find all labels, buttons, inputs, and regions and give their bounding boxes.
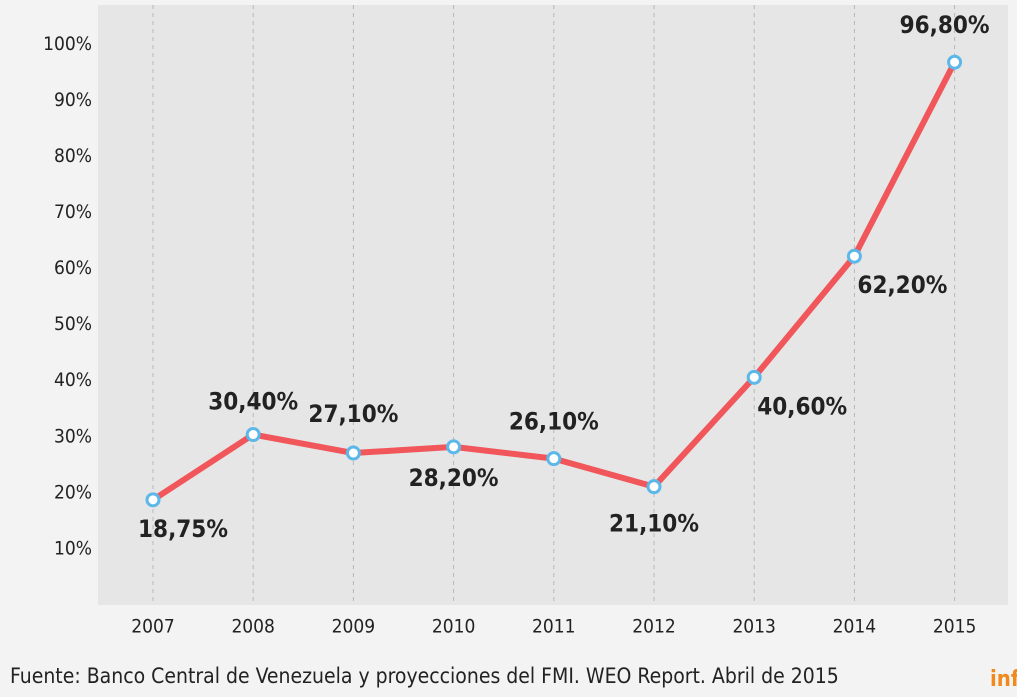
y-tick-label: 40%: [54, 369, 92, 391]
y-tick-label: 30%: [54, 425, 92, 447]
data-label: 40,60%: [757, 392, 847, 420]
y-tick-label: 100%: [43, 33, 92, 55]
x-tick-label: 2012: [632, 616, 676, 638]
y-tick-label: 60%: [54, 257, 92, 279]
y-tick-label: 80%: [54, 145, 92, 167]
marker: [746, 369, 762, 385]
marker: [446, 439, 462, 455]
x-tick-label: 2011: [532, 616, 576, 638]
source: Fuente: Banco Central de Venezuela y pro…: [10, 664, 839, 688]
x-tick-label: 2007: [131, 616, 175, 638]
y-tick-label: 10%: [54, 537, 92, 559]
marker: [145, 492, 161, 508]
x-tick-label: 2010: [432, 616, 476, 638]
y-tick-label: 90%: [54, 89, 92, 111]
data-label: 26,10%: [509, 408, 599, 436]
marker: [947, 54, 963, 70]
x-tick-label: 2014: [833, 616, 877, 638]
x-tick-label: 2013: [732, 616, 776, 638]
logo: inf: [990, 667, 1017, 692]
x-tick-label: 2009: [332, 616, 376, 638]
marker: [245, 427, 261, 443]
marker: [345, 445, 361, 461]
data-label: 27,10%: [308, 400, 398, 428]
data-label: 28,20%: [409, 464, 499, 492]
data-label: 18,75%: [138, 515, 228, 543]
marker: [646, 479, 662, 495]
y-tick-label: 20%: [54, 481, 92, 503]
data-label: 30,40%: [208, 388, 298, 416]
x-tick-label: 2015: [933, 616, 977, 638]
data-label: 62,20%: [857, 271, 947, 299]
y-tick-label: 70%: [54, 201, 92, 223]
y-tick-label: 50%: [54, 313, 92, 335]
marker: [846, 248, 862, 264]
x-tick-label: 2008: [231, 616, 275, 638]
data-label: 96,80%: [900, 11, 990, 39]
marker: [546, 451, 562, 467]
plot-area: [98, 5, 1008, 605]
data-label: 21,10%: [609, 510, 699, 538]
